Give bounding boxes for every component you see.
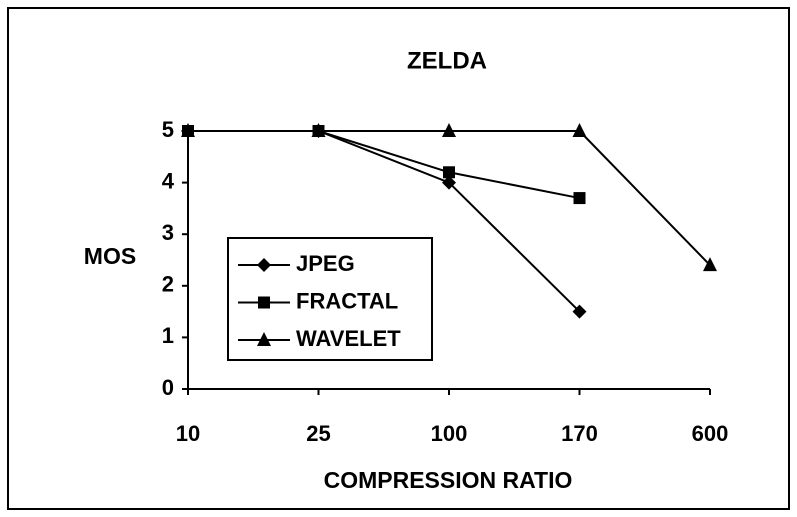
x-tick-label: 25 [306, 421, 330, 446]
marker-triangle [311, 123, 326, 137]
marker-diamond [257, 258, 271, 272]
marker-triangle [572, 123, 587, 137]
marker-triangle [257, 332, 271, 346]
y-tick-label: 4 [162, 168, 175, 193]
chart-border [7, 7, 790, 510]
legend-label: JPEG [296, 251, 355, 276]
y-tick-label: 2 [162, 272, 174, 297]
y-tick-label: 1 [162, 323, 174, 348]
marker-triangle [442, 123, 456, 137]
marker-diamond [572, 304, 587, 319]
marker-triangle [181, 123, 195, 137]
chart-title: ZELDA [407, 47, 487, 74]
x-tick-label: 100 [431, 421, 468, 446]
marker-square [573, 192, 586, 205]
legend-label: WAVELET [296, 326, 401, 351]
legend-label: FRACTAL [296, 288, 398, 313]
y-tick-label: 3 [162, 220, 174, 245]
y-tick-label: 5 [162, 117, 174, 142]
marker-square [443, 166, 455, 179]
x-axis-label: COMPRESSION RATIO [324, 467, 573, 493]
x-tick-label: 10 [176, 421, 200, 446]
marker-diamond [442, 175, 456, 190]
y-tick-label: 0 [162, 375, 174, 400]
marker-square [258, 296, 270, 309]
x-tick-label: 600 [692, 421, 729, 446]
marker-triangle [703, 257, 717, 272]
y-axis-label: MOS [84, 243, 136, 269]
series-line [188, 130, 580, 200]
x-tick-label: 170 [561, 421, 598, 446]
